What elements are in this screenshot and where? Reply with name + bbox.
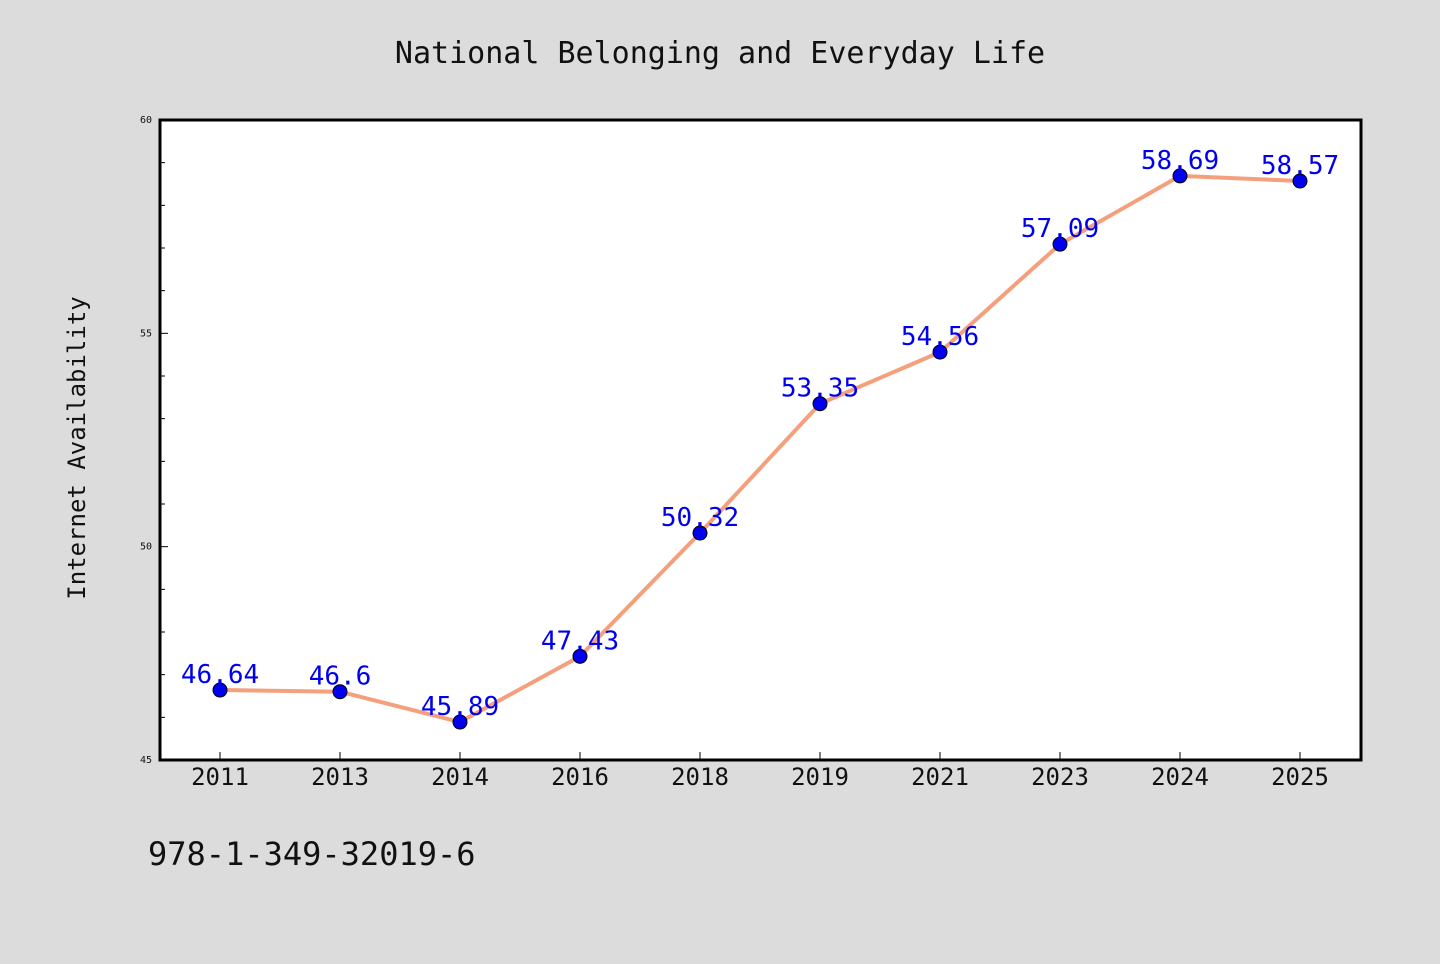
data-label: 46.6 <box>309 662 372 692</box>
data-point <box>932 344 948 360</box>
x-tick-label: 2024 <box>1151 763 1209 791</box>
y-tick-label: 55 <box>140 328 152 339</box>
y-axis: 45 50 55 60 <box>140 115 168 766</box>
data-label: 45.89 <box>421 692 499 722</box>
x-tick-label: 2023 <box>1031 763 1089 791</box>
data-label: 58.57 <box>1261 151 1339 181</box>
data-label: 46.64 <box>181 660 259 690</box>
y-tick-label: 60 <box>140 115 152 126</box>
data-label: 47.43 <box>541 626 619 656</box>
data-point <box>332 684 348 700</box>
data-point <box>812 396 828 412</box>
isbn-text: 978-1-349-32019-6 <box>148 835 476 873</box>
data-label: 53.35 <box>781 374 859 404</box>
data-point <box>572 648 588 664</box>
y-axis-label: Internet Availability <box>63 296 91 599</box>
series-markers <box>212 168 1308 730</box>
data-label: 58.69 <box>1141 146 1219 176</box>
x-tick-label: 2013 <box>311 763 369 791</box>
data-point <box>1172 168 1188 184</box>
x-tick-label: 2019 <box>791 763 849 791</box>
x-tick-label: 2014 <box>431 763 489 791</box>
x-tick-label: 2016 <box>551 763 609 791</box>
x-tick-label: 2011 <box>191 763 249 791</box>
data-label: 57.09 <box>1021 214 1099 244</box>
data-point <box>1292 173 1308 189</box>
data-label: 50.32 <box>661 503 739 533</box>
data-labels: 46.64 46.6 45.89 47.43 50.32 53.35 54.56 57.09 5… <box>181 146 1339 722</box>
data-point <box>452 714 468 730</box>
plot-area <box>158 118 1363 762</box>
data-point <box>692 525 708 541</box>
y-tick-label: 45 <box>140 755 152 766</box>
x-tick-label: 2025 <box>1271 763 1329 791</box>
data-label: 54.56 <box>901 322 979 352</box>
x-axis: 2011 2013 2014 2016 2018 2019 2021 2023 2024 2025 <box>191 752 1329 791</box>
chart-title: National Belonging and Everyday Life <box>395 36 1045 71</box>
x-tick-label: 2018 <box>671 763 729 791</box>
x-tick-label: 2021 <box>911 763 969 791</box>
series-line <box>219 173 1301 725</box>
data-point <box>212 682 228 698</box>
y-tick-label: 50 <box>140 542 152 553</box>
data-point <box>1052 236 1068 252</box>
